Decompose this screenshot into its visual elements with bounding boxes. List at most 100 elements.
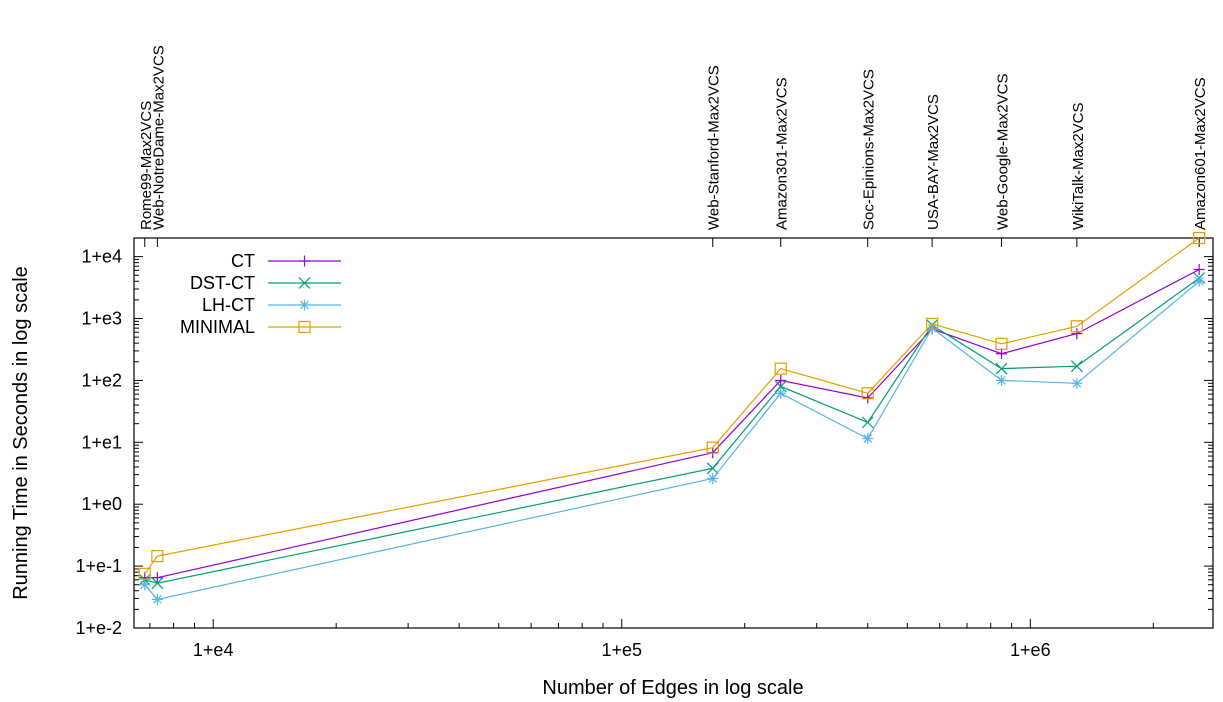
dataset-label: Rome99-Max2VCS — [138, 101, 155, 230]
legend-item-ct: CT — [231, 251, 341, 271]
x-tick-label: 1+e5 — [601, 640, 642, 660]
x-tick-label: 1+e6 — [1010, 640, 1051, 660]
data-point-minimal — [861, 387, 874, 400]
series-ct — [139, 263, 1205, 584]
series-layer — [138, 231, 1206, 605]
marker-stroke — [298, 277, 311, 289]
data-point-lh-ct — [139, 579, 151, 591]
marker-stroke — [926, 317, 939, 330]
legend-label: MINIMAL — [180, 317, 255, 337]
marker-stroke — [706, 441, 719, 454]
dataset-label: Web-NotreDame-Max2VCS — [150, 45, 167, 230]
series-line-ct — [144, 268, 1200, 579]
legend-marker — [299, 299, 310, 311]
y-tick-label: 1+e-2 — [75, 618, 122, 638]
y-tick-label: 1+e3 — [81, 309, 122, 329]
data-point-lh-ct — [995, 374, 1007, 386]
data-point-minimal — [1070, 320, 1083, 333]
data-point-minimal — [138, 567, 151, 580]
data-point-ct — [775, 374, 787, 386]
y-tick-label: 1+e0 — [81, 494, 122, 514]
data-point-dst-ct — [706, 462, 719, 475]
data-point-ct — [995, 348, 1007, 360]
data-point-lh-ct — [1071, 377, 1083, 389]
marker-stroke — [1072, 378, 1082, 388]
marker-stroke — [298, 320, 311, 334]
series-lh-ct — [139, 275, 1205, 605]
data-point-ct — [151, 572, 163, 584]
series-line-dst-ct — [144, 277, 1200, 584]
legend-marker — [298, 277, 311, 289]
data-point-minimal — [151, 550, 164, 563]
y-tick-label: 1+e1 — [81, 432, 122, 452]
data-point-minimal — [1193, 231, 1206, 245]
marker-stroke — [151, 550, 164, 563]
dataset-label: USA-BAY-Max2VCS — [925, 94, 942, 230]
marker-stroke — [776, 388, 786, 398]
data-point-lh-ct — [775, 387, 787, 399]
dataset-label: Web-Stanford-Max2VCS — [706, 65, 723, 230]
marker-stroke — [997, 376, 1006, 385]
data-point-lh-ct — [151, 593, 163, 605]
y-axis: 1+e-2 1+e-1 1+e0 1+e1 1+e2 1+e3 1+e4 — [75, 247, 1213, 638]
data-point-minimal — [995, 337, 1008, 350]
y-tick-label: 1+e4 — [81, 247, 122, 267]
marker-stroke — [1070, 320, 1083, 333]
marker-stroke — [863, 434, 873, 443]
legend-label: LH-CT — [202, 295, 255, 315]
legend-label: CT — [231, 251, 255, 271]
legend-item-minimal: MINIMAL — [180, 317, 341, 337]
marker-stroke — [995, 337, 1008, 350]
marker-stroke — [152, 594, 162, 604]
marker-stroke — [140, 580, 150, 590]
marker-stroke — [706, 462, 719, 475]
legend-label: DST-CT — [190, 273, 255, 293]
marker-stroke — [151, 577, 164, 590]
data-point-lh-ct — [862, 433, 874, 445]
marker-stroke — [708, 474, 718, 483]
data-point-lh-ct — [1193, 275, 1205, 287]
series-dst-ct — [138, 272, 1206, 590]
marker-stroke — [774, 362, 787, 375]
legend-item-lh-ct: LH-CT — [202, 295, 341, 315]
marker-stroke — [1070, 360, 1083, 373]
y-tick-label: 1+e-1 — [75, 556, 122, 576]
data-point-minimal — [926, 317, 939, 330]
marker-stroke — [861, 387, 874, 400]
data-point-minimal — [706, 441, 719, 454]
y-axis-title: Running Time in Seconds in log scale — [10, 266, 32, 600]
marker-stroke — [300, 300, 309, 310]
dataset-label: Amazon601-Max2VCS — [1192, 77, 1209, 230]
marker-stroke — [1194, 276, 1204, 286]
marker-stroke — [927, 323, 937, 333]
series-minimal — [138, 231, 1206, 580]
data-point-dst-ct — [861, 416, 874, 429]
data-point-ct — [1071, 328, 1083, 340]
dataset-label: Amazon301-Max2VCS — [774, 77, 791, 230]
dataset-label: Soc-Epinions-Max2VCS — [861, 69, 878, 230]
data-point-ct — [1193, 263, 1205, 275]
plot-frame — [133, 237, 1214, 629]
data-point-minimal — [774, 362, 787, 375]
series-line-lh-ct — [144, 280, 1200, 601]
y-tick-label: 1+e2 — [81, 370, 122, 390]
legend-item-dst-ct: DST-CT — [190, 273, 341, 293]
marker-stroke — [995, 362, 1008, 375]
dataset-label: Web-Google-Max2VCS — [994, 74, 1011, 230]
x-axis-title: Number of Edges in log scale — [542, 677, 803, 699]
series-line-minimal — [144, 237, 1200, 575]
x-tick-label: 1+e4 — [193, 640, 234, 660]
marker-stroke — [1193, 231, 1206, 245]
dataset-label: WikiTalk-Max2VCS — [1070, 102, 1087, 230]
data-point-dst-ct — [151, 577, 164, 590]
data-point-dst-ct — [1070, 360, 1083, 373]
data-point-lh-ct — [707, 473, 719, 485]
data-point-dst-ct — [995, 362, 1008, 375]
legend-marker — [299, 255, 310, 267]
data-point-ct — [862, 392, 874, 404]
marker-stroke — [138, 567, 151, 580]
x-axis: 1+e4 1+e5 1+e6 — [149, 619, 1154, 660]
